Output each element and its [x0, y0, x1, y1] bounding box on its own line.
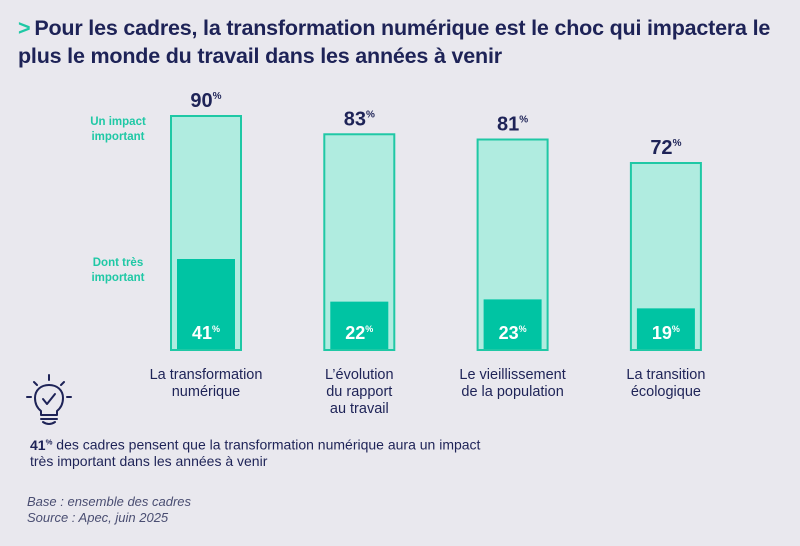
- legend-outer-label: Un impact important: [90, 116, 146, 143]
- bar-outer-value-label: 90%: [190, 90, 221, 112]
- footnote-base: Base : ensemble des cadres: [27, 494, 192, 509]
- category-label-line: écologique: [630, 384, 701, 400]
- category-label: La transformation numérique: [131, 367, 281, 401]
- bar-inner: [330, 301, 389, 349]
- lightbulb-icon: [26, 374, 72, 425]
- bar-outer-value-label: 81%: [497, 114, 528, 136]
- chevron-icon: >: [18, 16, 31, 40]
- category-label-line: Le vieillissement: [459, 367, 566, 383]
- category-label-line: La transition: [626, 367, 706, 383]
- category-label-line: numérique: [171, 384, 241, 400]
- legend-inner-label: Dont très important: [91, 257, 145, 284]
- bar-inner: [636, 308, 695, 349]
- category-label: La transition écologique: [591, 367, 741, 401]
- footnote-source: Source : Apec, juin 2025: [27, 510, 169, 525]
- footnote: Base : ensemble des cadres Source : Apec…: [27, 494, 191, 526]
- insight-text: 41% des cadres pensent que la transforma…: [30, 436, 481, 470]
- chart-title-text: Pour les cadres, la transformation numér…: [18, 16, 771, 68]
- bar-outer-value-label: 72%: [650, 137, 681, 159]
- bar-inner-value-label: 22%: [345, 323, 373, 343]
- bar-inner-value-label: 23%: [499, 323, 527, 343]
- chart-title: > Pour les cadres, la transformation numé…: [18, 14, 788, 70]
- category-label-line: du rapport: [326, 384, 393, 400]
- bar-inner-value-label: 41%: [192, 323, 220, 343]
- bar-outer-value-label: 83%: [344, 108, 375, 130]
- bar-inner-value-label: 19%: [652, 323, 680, 343]
- category-label-line: de la population: [461, 384, 564, 400]
- insight-value: 41%: [30, 436, 53, 453]
- category-label-line: au travail: [329, 401, 389, 417]
- category-label-line: La transformation: [149, 367, 263, 383]
- bar-inner: [177, 259, 235, 349]
- category-label-line: L’évolution: [325, 367, 394, 383]
- category-label: Le vieillissement de la population: [438, 367, 588, 401]
- category-label: L’évolution du rapport au travail: [284, 367, 434, 418]
- bar-inner: [483, 299, 542, 349]
